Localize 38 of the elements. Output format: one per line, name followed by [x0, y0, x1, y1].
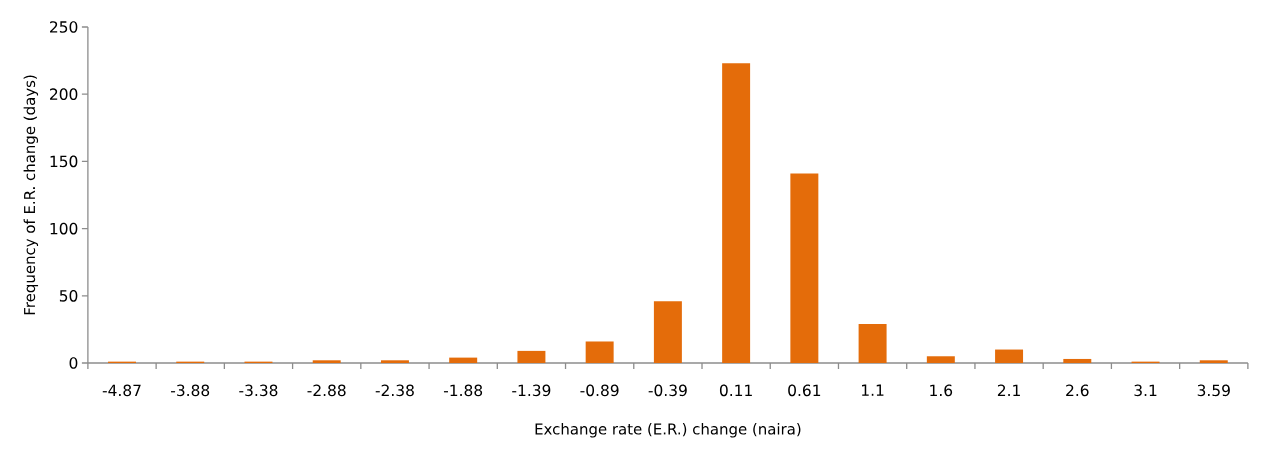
y-tick-label: 250: [50, 21, 78, 33]
bar: [517, 350, 546, 363]
x-tick-label: -0.39: [648, 384, 687, 397]
x-tick-label: 0.11: [719, 384, 752, 397]
bar: [722, 63, 751, 363]
bar: [585, 341, 614, 363]
x-tick-label: -2.88: [307, 384, 346, 397]
y-tick-label: 150: [50, 155, 78, 168]
x-tick-label: 2.1: [997, 384, 1020, 396]
x-tick-label: -3.38: [239, 384, 278, 397]
x-tick-label: 3.1: [1134, 384, 1157, 397]
y-axis-title: Frequency of E.R. change (days): [23, 75, 39, 315]
x-axis-title: Exchange rate (E.R.) change (naira): [535, 423, 801, 438]
x-tick-label: -4.87: [102, 384, 141, 397]
x-tick-label: 3.59: [1197, 384, 1230, 397]
x-tick-label: -2.38: [375, 384, 414, 397]
bar: [1063, 358, 1092, 363]
bar: [1199, 360, 1228, 363]
x-tick-label: 2.6: [1066, 384, 1089, 397]
x-tick-label: -1.39: [512, 384, 551, 397]
y-tick-label: 100: [50, 222, 78, 235]
bar: [653, 301, 682, 363]
x-tick-label: -3.88: [171, 384, 210, 397]
bar: [995, 349, 1024, 363]
bar: [312, 360, 341, 363]
x-tick-label: -0.89: [580, 384, 619, 397]
x-tick-label: 0.61: [788, 384, 821, 397]
x-tick-label: 1.1: [862, 384, 884, 396]
bar: [380, 360, 409, 363]
bar: [926, 356, 955, 363]
bar: [449, 357, 478, 363]
y-tick-label: 200: [50, 88, 78, 101]
x-tick-label: 1.6: [930, 384, 953, 397]
y-tick-label: 0: [69, 357, 78, 369]
x-tick-label: -1.88: [443, 384, 483, 397]
bar: [790, 173, 819, 363]
y-tick-label: 50: [59, 289, 78, 302]
bar: [858, 324, 887, 363]
